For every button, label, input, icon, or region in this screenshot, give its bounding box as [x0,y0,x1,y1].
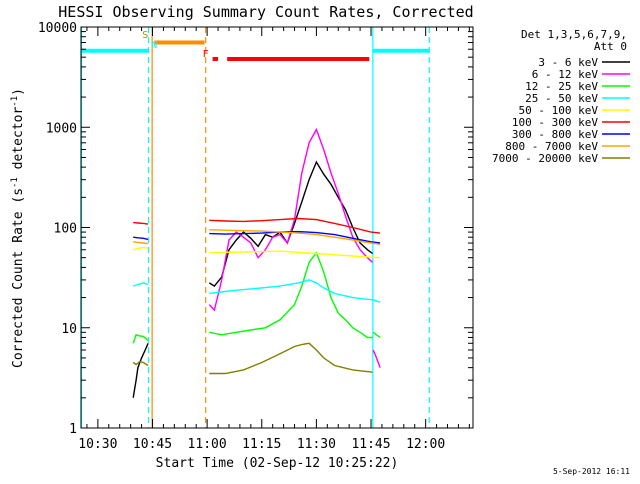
status-flag: S [142,30,148,41]
series-line [209,251,373,339]
legend-label: 6 - 12 keV [532,68,599,81]
series-line [209,250,381,259]
series-line [133,236,149,241]
y-axis-label: Corrected Count Rate (s-1 detector-1) [10,88,26,368]
legend-label: 300 - 800 keV [512,128,598,141]
series-line [209,229,381,245]
series-line [372,299,381,303]
y-tick-label: 1000 [46,121,77,136]
series-line [209,230,381,244]
y-label-text: ) [11,88,26,96]
legend-label: 12 - 25 keV [525,80,598,93]
y-label-text: detector [11,107,26,178]
series-group [132,251,381,344]
y-label-superscript: -1 [10,96,20,107]
series-line [133,221,149,225]
series-line [209,217,381,234]
legend-label: 50 - 100 keV [519,104,599,117]
x-tick-label: 10:45 [133,437,172,452]
series-line [132,343,149,398]
x-tick-label: 12:00 [406,437,445,452]
footer-timestamp: 5-Sep-2012 16:11 [553,467,630,476]
y-label-superscript: -1 [10,177,20,188]
y-axis: 1 10 100 1000 10000 [38,21,473,437]
x-tick-label: 10:30 [78,437,117,452]
y-tick-label: 1 [69,422,77,437]
series-group [133,229,381,245]
series-line [208,127,373,312]
series-line [209,279,373,301]
y-label-text: Corrected Count Rate (s [11,188,26,368]
legend-title: Att 0 [594,40,627,53]
status-flags: SN F [142,30,208,60]
y-tick-label: 100 [54,222,77,237]
chart-title: HESSI Observing Summary Count Rates, Cor… [58,3,473,21]
series-line [372,331,381,339]
series-line [209,342,373,375]
series-group [133,246,381,259]
legend-label: 800 - 7000 keV [505,140,598,153]
legend-label: 7000 - 20000 keV [492,152,598,165]
x-axis: 10:30 10:45 11:00 11:15 11:30 11:45 12:00 [78,27,470,452]
series-layer [132,127,381,398]
legend-label: 25 - 50 keV [525,92,598,105]
series-group [133,230,381,244]
x-tick-label: 11:30 [297,437,336,452]
series-line [133,246,149,251]
series-line [132,282,149,287]
series-group [132,342,373,375]
series-group [132,160,373,398]
x-tick-label: 11:15 [242,437,281,452]
legend-title: Det 1,3,5,6,7,9, [521,28,627,41]
status-markers [80,27,430,428]
series-group [133,217,381,234]
series-line [133,241,149,245]
status-flag: F [203,49,209,60]
y-tick-label: 10 [61,322,77,337]
series-line [132,360,149,367]
x-tick-label: 11:45 [351,437,390,452]
series-line [132,333,149,344]
plot-frame [80,26,474,429]
series-line [372,349,381,368]
status-flag: N [151,40,157,51]
legend-label: 3 - 6 keV [538,56,598,69]
x-axis-label: Start Time (02-Sep-12 10:25:22) [156,456,399,471]
x-tick-label: 11:00 [188,437,227,452]
legend-label: 100 - 300 keV [512,116,598,129]
y-tick-label: 10000 [38,21,77,36]
series-group [132,279,381,303]
